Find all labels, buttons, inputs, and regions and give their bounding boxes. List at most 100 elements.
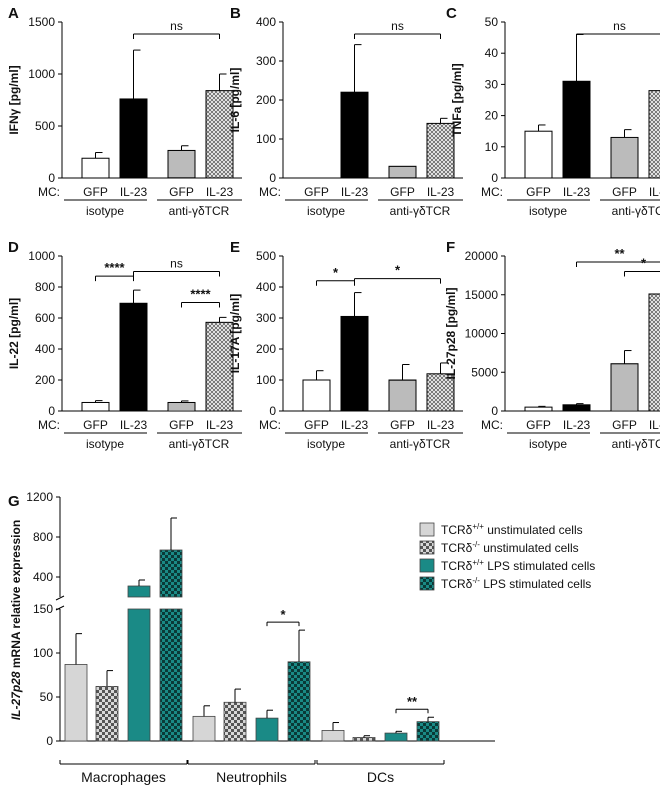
bar xyxy=(352,737,376,742)
y-tick-label: 200 xyxy=(35,373,55,387)
treatment-label: IL-23 xyxy=(206,185,234,199)
y-tick-label: 400 xyxy=(33,570,53,584)
mc-label: MC: xyxy=(481,418,503,432)
bar xyxy=(648,90,660,179)
bar xyxy=(205,90,234,179)
mc-label: MC: xyxy=(38,418,60,432)
legend-label-rest: unstimulated cells xyxy=(484,523,583,537)
group-label: isotype xyxy=(529,437,567,451)
legend-swatch xyxy=(419,522,435,537)
legend-label: TCRδ-/- unstimulated cells xyxy=(441,540,579,555)
y-tick-label: 50 xyxy=(485,15,499,29)
category-label: Neutrophils xyxy=(216,769,287,785)
treatment-label: GFP xyxy=(169,185,194,199)
group-label: isotype xyxy=(86,437,124,451)
y-axis-label-rest: mRNA relative expression xyxy=(9,520,23,672)
legend-label-rest: unstimulated cells xyxy=(480,541,579,555)
y-tick-label: 0 xyxy=(48,404,55,418)
sig-label: ns xyxy=(391,19,404,33)
bar xyxy=(416,721,440,742)
panel-letter: F xyxy=(446,239,455,256)
treatment-label: IL-23 xyxy=(341,418,369,432)
sig-label: ** xyxy=(614,246,625,261)
treatment-label: IL-23 xyxy=(120,185,148,199)
bar xyxy=(81,157,110,179)
legend-swatch xyxy=(419,540,435,555)
y-tick-label: 0 xyxy=(46,734,53,748)
y-tick-label: 400 xyxy=(256,280,276,294)
y-axis-label: IL-27p28 [pg/ml] xyxy=(444,287,458,379)
sig-label: ns xyxy=(170,19,183,33)
y-tick-label: 400 xyxy=(256,15,276,29)
sig-label: ** xyxy=(407,694,418,709)
y-tick-label: 500 xyxy=(256,249,276,263)
y-tick-label: 100 xyxy=(256,132,276,146)
y-tick-label: 0 xyxy=(491,171,498,185)
y-axis-label: IL-27p28 mRNA relative expression xyxy=(9,520,23,720)
y-tick-label: 1000 xyxy=(28,249,55,263)
bar xyxy=(223,701,247,742)
bar xyxy=(167,401,196,412)
group-label: isotype xyxy=(307,437,345,451)
bar xyxy=(340,315,369,412)
y-axis-label: IL-22 [pg/ml] xyxy=(7,298,21,369)
y-tick-label: 15000 xyxy=(465,288,499,302)
y-tick-label: 1200 xyxy=(26,490,53,504)
treatment-label: IL-23 xyxy=(120,418,148,432)
y-tick-label: 800 xyxy=(35,280,55,294)
legend-label: TCRδ+/+ unstimulated cells xyxy=(441,522,583,537)
y-tick-label: 50 xyxy=(40,690,54,704)
y-tick-label: 0 xyxy=(48,171,55,185)
category-label: Macrophages xyxy=(81,769,166,785)
axis-break xyxy=(55,595,65,601)
bar xyxy=(255,717,279,742)
mc-label: MC: xyxy=(259,185,281,199)
treatment-label: IL-23 xyxy=(563,418,591,432)
group-label: anti-γδTCR xyxy=(390,437,451,451)
legend-label: TCRδ+/+ LPS stimulated cells xyxy=(441,558,595,573)
bar xyxy=(64,664,88,742)
panel-letter: A xyxy=(8,5,19,22)
legend-label-sup: +/+ xyxy=(472,522,484,531)
y-tick-label: 200 xyxy=(256,93,276,107)
bar xyxy=(524,130,553,179)
y-tick-label: 5000 xyxy=(471,365,498,379)
legend-label-rest: LPS stimulated cells xyxy=(480,577,591,591)
treatment-label: GFP xyxy=(83,185,108,199)
bar xyxy=(119,302,148,412)
y-tick-label: 0 xyxy=(269,171,276,185)
y-tick-label: 1500 xyxy=(28,15,55,29)
bar-upper xyxy=(159,549,183,598)
legend-swatch xyxy=(419,576,435,591)
mc-label: MC: xyxy=(259,418,281,432)
treatment-label: GFP xyxy=(526,418,551,432)
y-tick-label: 100 xyxy=(33,646,53,660)
bar xyxy=(119,98,148,179)
group-label: isotype xyxy=(86,204,124,218)
mc-label: MC: xyxy=(481,185,503,199)
y-axis-label: TNFa [pg/ml] xyxy=(450,63,464,136)
treatment-label: GFP xyxy=(526,185,551,199)
y-axis-label-italic: IL-27p28 xyxy=(9,671,23,720)
legend-swatch xyxy=(419,558,435,573)
legend-label-sup: +/+ xyxy=(472,558,484,567)
panel-letter: E xyxy=(230,239,240,256)
bar xyxy=(340,91,369,179)
bar xyxy=(610,363,639,412)
bar xyxy=(81,401,110,412)
y-tick-label: 0 xyxy=(491,404,498,418)
y-axis-label: IL-17A [pg/ml] xyxy=(228,294,242,374)
panel-letter: D xyxy=(8,239,19,256)
bar xyxy=(321,730,345,742)
bar xyxy=(610,136,639,179)
bar xyxy=(388,379,417,412)
treatment-label: GFP xyxy=(304,185,329,199)
bar xyxy=(524,406,553,412)
sig-label: * xyxy=(280,607,286,622)
y-axis-label: IL-6 [pg/ml] xyxy=(228,68,242,133)
bar xyxy=(167,149,196,179)
y-tick-label: 150 xyxy=(33,602,53,616)
y-tick-label: 0 xyxy=(269,404,276,418)
bar xyxy=(426,122,455,179)
treatment-label: IL-23 xyxy=(341,185,369,199)
